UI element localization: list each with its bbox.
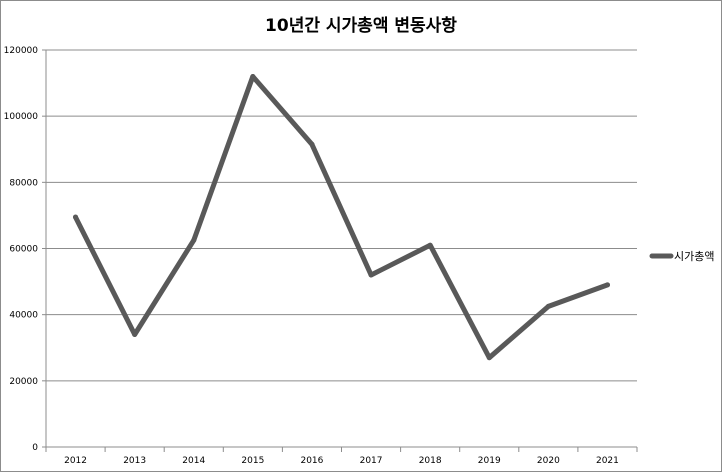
data-point-2020	[545, 303, 551, 309]
data-point-2014	[191, 237, 197, 243]
chart-title: 10년간 시가총액 변동사항	[265, 15, 457, 36]
x-tick-label-2018: 2018	[419, 456, 442, 466]
y-tick-label-3: 60000	[9, 245, 38, 255]
x-tick-label-2013: 2013	[123, 456, 146, 466]
y-tick-label-1: 20000	[9, 377, 38, 387]
x-tick-label-2017: 2017	[360, 456, 383, 466]
y-tick-label-0: 0	[32, 443, 38, 453]
data-point-2015	[250, 73, 256, 79]
legend: 시가총액	[649, 250, 714, 263]
data-point-2012	[73, 214, 79, 220]
x-tick-label-2016: 2016	[300, 456, 323, 466]
series-layer	[73, 73, 610, 361]
y-axis: 0 20000 40000 60000 80000 100000 120000	[4, 46, 47, 453]
data-point-2018	[427, 242, 433, 248]
x-axis: 2012 2013 2014 2015 2016 2017 2018 2019 2020 2021	[45, 446, 638, 466]
x-tick-label-2021: 2021	[596, 456, 619, 466]
data-point-2019	[486, 355, 492, 361]
y-tick-label-2: 40000	[9, 311, 38, 321]
y-tick-label-6: 120000	[4, 46, 39, 56]
x-tick-label-2020: 2020	[537, 456, 560, 466]
y-tick-label-5: 100000	[4, 112, 39, 122]
data-point-2017	[368, 272, 374, 278]
x-tick-label-2015: 2015	[241, 456, 264, 466]
x-tick-label-2019: 2019	[478, 456, 501, 466]
legend-label-0: 시가총액	[674, 250, 714, 263]
y-tick-label-4: 80000	[9, 178, 38, 188]
series-line-0	[73, 74, 610, 361]
data-point-2021	[604, 282, 610, 288]
data-point-2016	[309, 141, 315, 147]
x-tick-label-2014: 2014	[182, 456, 205, 466]
data-point-2013	[132, 332, 138, 338]
x-tick-label-2012: 2012	[64, 456, 87, 466]
